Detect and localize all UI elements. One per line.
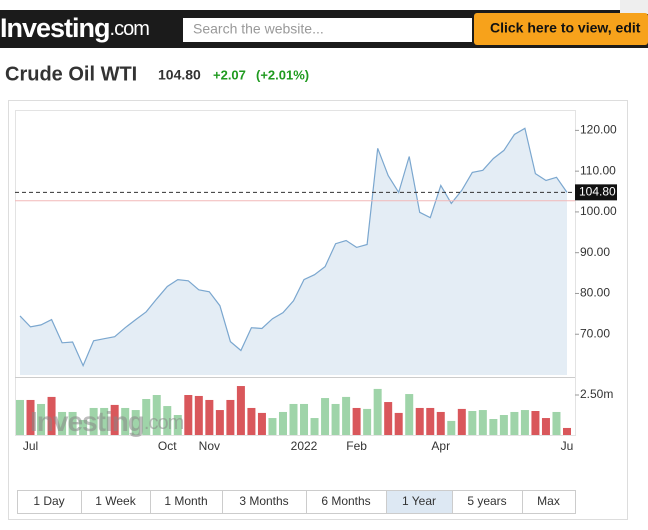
volume-bar [489,419,498,435]
volume-bar [173,415,182,435]
volume-bar [100,407,109,435]
volume-bar [289,403,298,435]
x-tick-label: Ju [561,439,574,453]
volume-bar [331,403,340,435]
volume-bar [58,411,67,435]
y-tick-label: 120.00 [580,123,617,137]
watermark: Investing.com [30,406,184,437]
volume-bar [415,407,424,435]
volume-bar [394,412,403,435]
range-button-label: Max [537,494,560,508]
promo-text: Click here to view, edit [490,20,641,36]
quote-price: 104.80 [158,67,201,83]
x-tick-label: Nov [199,439,220,453]
volume-bar [68,411,77,435]
search-placeholder: Search the website... [193,21,324,37]
volume-bar [268,418,277,435]
volume-bar [436,411,445,435]
volume-bar [541,418,550,435]
volume-tick-label: 2.50m [580,387,613,401]
range-button-label: 6 Months [321,494,370,508]
volume-bar [510,411,519,435]
x-tick-label: Feb [346,439,367,453]
x-tick-label: 2022 [291,439,318,453]
volume-bar [300,403,309,435]
volume-bar [552,411,561,435]
volume-bar [163,406,172,435]
volume-bar [47,396,56,435]
volume-bar [278,411,287,435]
logo[interactable]: Investing.com [0,13,150,43]
corner [620,0,648,14]
volume-bar [457,408,466,435]
range-button-label: 1 Month [164,494,207,508]
volume-bar [447,420,456,435]
volume-bar [499,415,508,435]
volume-bar [121,407,130,435]
volume-bar [79,419,88,435]
range-button-label: 1 Year [402,494,436,508]
volume-bar [352,407,361,435]
volume-bar [215,410,224,435]
volume-bar [37,403,46,435]
range-button-label: 1 Week [95,494,136,508]
quote-name: Crude Oil WTI [5,63,137,85]
volume-bar [520,410,529,435]
volume-bar [405,394,414,435]
volume-bar [142,399,151,435]
range-button[interactable] [522,490,576,514]
volume-bar [26,399,35,435]
volume-bar [89,407,98,435]
y-tick-label: 70.00 [580,326,610,340]
volume-bar [16,399,24,435]
y-tick-label: 90.00 [580,245,610,259]
range-button-label: 3 Months [239,494,288,508]
volume-bar [563,427,571,435]
y-tick-label: 110.00 [580,163,616,177]
volume-bar [384,402,393,435]
quote-change: +2.07 [213,67,246,82]
volume-bar [205,399,214,435]
x-tick-label: Oct [158,439,177,453]
y-tick-label: 100.00 [580,204,617,218]
volume-bar [373,388,382,435]
quote-change-pct: (+2.01%) [256,67,309,82]
area-fill [20,128,567,375]
search-box[interactable] [183,18,472,42]
volume-bar [321,398,330,435]
volume-bar [257,412,266,435]
x-tick-label: Apr [431,439,450,453]
last-price-box [575,184,617,201]
range-button-label: 1 Day [33,494,64,508]
volume-bar [236,386,245,435]
volume-bar [247,407,256,435]
volume-bar [194,395,203,435]
volume-bar [226,399,235,435]
volume-bar [110,404,119,435]
price-line [19,127,568,368]
plot-border [15,110,576,436]
volume-bar [342,396,351,435]
x-tick-label: Jul [23,439,38,453]
last-price-label: 104.80 [579,185,616,199]
volume-bar [310,418,319,435]
volume-bar [184,395,193,435]
range-button-label: 5 years [467,494,506,508]
volume-bar [131,410,140,435]
y-tick-label: 80.00 [580,286,610,300]
volume-bar [426,407,435,435]
volume-bar [152,395,161,435]
volume-bar [531,411,540,435]
volume-bar [363,408,372,435]
volume-bar [468,411,477,435]
volume-bar [478,410,487,435]
promo-button[interactable] [474,13,648,45]
